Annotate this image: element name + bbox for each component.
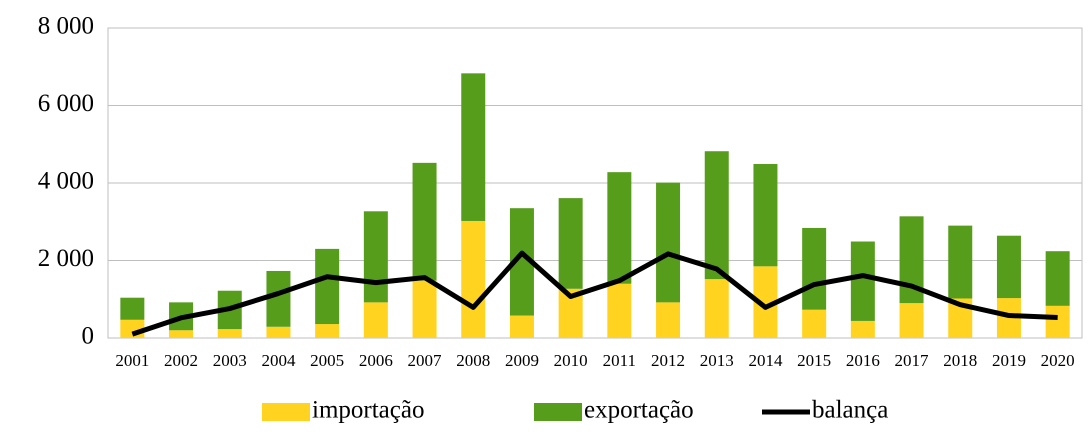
bar bbox=[120, 297, 145, 320]
y-tick-label: 4 000 bbox=[38, 168, 94, 195]
x-tick-label: 2018 bbox=[943, 351, 977, 370]
bar bbox=[315, 324, 340, 338]
plot-border bbox=[107, 27, 1083, 339]
x-tick-label: 2002 bbox=[164, 351, 198, 370]
x-tick-label: 2006 bbox=[359, 351, 393, 370]
bar bbox=[850, 320, 875, 338]
bar bbox=[704, 279, 729, 338]
bar bbox=[558, 198, 583, 289]
bar bbox=[266, 326, 291, 338]
bar bbox=[509, 315, 534, 338]
bar bbox=[656, 302, 681, 338]
y-tick-label: 8 000 bbox=[38, 13, 94, 40]
x-tick-label: 2012 bbox=[651, 351, 685, 370]
bar bbox=[948, 225, 973, 299]
bar bbox=[607, 283, 632, 338]
x-tick-label: 2008 bbox=[456, 351, 490, 370]
bar bbox=[996, 235, 1021, 299]
bar bbox=[704, 151, 729, 280]
x-tick-label: 2003 bbox=[213, 351, 247, 370]
x-tick-label: 2020 bbox=[1041, 351, 1075, 370]
y-tick-label: 6 000 bbox=[38, 90, 94, 117]
x-tick-label: 2009 bbox=[505, 351, 539, 370]
bar bbox=[802, 227, 827, 310]
x-tick-label: 2016 bbox=[846, 351, 880, 370]
y-tick-label: 2 000 bbox=[38, 245, 94, 272]
x-tick-label: 2014 bbox=[748, 351, 783, 370]
bar bbox=[802, 309, 827, 338]
x-tick-label: 2004 bbox=[261, 351, 296, 370]
legend-swatch bbox=[534, 403, 582, 421]
bar bbox=[363, 211, 388, 303]
bar bbox=[217, 329, 242, 338]
legend-label: importação bbox=[312, 397, 424, 424]
x-tick-label: 2013 bbox=[700, 351, 734, 370]
bar bbox=[899, 303, 924, 338]
bar bbox=[412, 162, 437, 281]
bar bbox=[461, 220, 486, 338]
bar bbox=[656, 182, 681, 303]
line bbox=[131, 250, 1058, 337]
bar bbox=[266, 270, 291, 327]
legend-swatch bbox=[262, 403, 310, 421]
bar bbox=[363, 302, 388, 338]
x-tick-label: 2017 bbox=[895, 351, 930, 370]
bar bbox=[169, 330, 194, 338]
x-tick-label: 2015 bbox=[797, 351, 831, 370]
x-tick-label: 2010 bbox=[554, 351, 588, 370]
bar bbox=[1045, 305, 1070, 338]
legend-label: exportação bbox=[584, 397, 694, 424]
bar bbox=[1045, 251, 1070, 306]
bar bbox=[412, 280, 437, 338]
x-tick-label: 2001 bbox=[115, 351, 149, 370]
bar bbox=[315, 248, 340, 325]
x-tick-label: 2007 bbox=[408, 351, 443, 370]
x-tick-label: 2011 bbox=[603, 351, 636, 370]
bar bbox=[850, 241, 875, 321]
x-tick-label: 2019 bbox=[992, 351, 1026, 370]
bar bbox=[753, 164, 778, 267]
x-tick-label: 2005 bbox=[310, 351, 344, 370]
bar bbox=[607, 172, 632, 284]
bar bbox=[461, 73, 486, 221]
legend-label: balança bbox=[812, 397, 888, 424]
y-tick-label: 0 bbox=[82, 323, 95, 350]
